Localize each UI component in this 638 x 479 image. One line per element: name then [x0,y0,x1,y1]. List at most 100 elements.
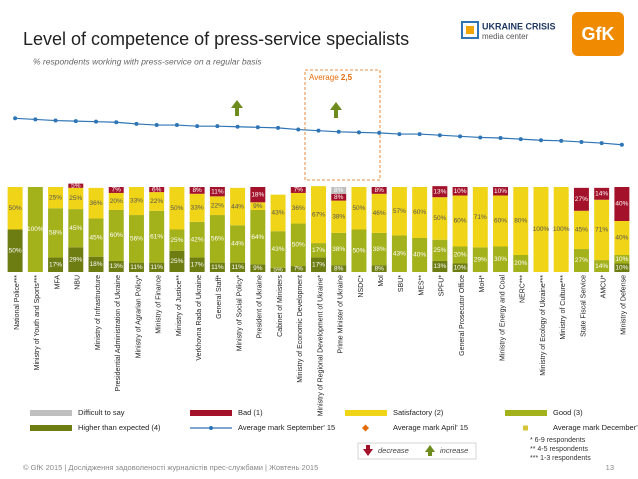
bar-segment [209,262,225,272]
x-tick-label: Ministry of Ecology of Ukraine*** [540,275,547,376]
bar-segment [270,194,286,232]
value-label: 60% [494,218,507,225]
value-label: 7% [294,266,304,273]
value-label: 17% [191,261,204,268]
value-label: 10% [454,188,467,195]
bar-segment [371,265,387,272]
value-label: 8% [334,194,344,201]
legend-swatch [345,410,387,416]
average-box [304,69,381,181]
value-label: 5% [273,267,283,274]
average-point [458,134,463,139]
x-tick-label: Prime Minister of Ukraine [338,275,345,354]
x-tick-label: Ministry of Social Policy* [236,275,243,352]
value-label: 10% [615,256,628,263]
average-point [316,128,321,133]
bar-segment [108,260,124,272]
bar-segment [270,231,286,268]
bar-segment [614,255,630,264]
increase-arrow [231,100,243,116]
bar-segment [250,264,266,272]
value-label: 50% [352,247,365,254]
value-label: 11% [150,264,163,271]
bar-segment [594,199,610,261]
value-label: 17% [312,261,325,268]
value-label: 45% [90,234,103,241]
legend-swatch [523,425,528,431]
value-label: 45% [69,225,82,232]
x-tick-label: President of Ukraine [257,275,264,339]
average-point [114,120,119,125]
bar-segment [149,262,165,272]
value-label: 14% [595,263,608,270]
bar-segment [371,193,387,233]
legend-swatch [190,410,232,416]
bar-segment [452,263,468,272]
footer: © GfK 2015 | Дослідження задоволеності ж… [23,463,318,472]
value-label: 100% [533,226,550,233]
value-label: 40% [615,235,628,242]
x-tick-label: MES** [418,275,425,296]
bar-segment [493,246,509,272]
logo: UKRAINE CRISIS media center GfK [461,12,624,56]
x-tick-label: Ministry of Economic Development [297,275,304,383]
value-label: 50% [9,205,22,212]
value-label: 20% [110,198,123,205]
average-point [296,127,301,132]
value-label: 30% [494,256,507,263]
bar-segment [331,200,347,233]
average-point [215,124,220,129]
bar-segment [573,210,589,250]
value-label: 25% [170,237,183,244]
value-label: 11% [211,264,224,271]
bar-segment [149,192,165,211]
value-label: 11% [231,264,244,271]
legend-label: Good (3) [553,408,583,417]
value-label: 27% [575,196,588,203]
value-label: 38% [373,246,386,253]
x-tick-label: MoH* [479,275,486,293]
value-label: 50% [352,205,365,212]
value-label: 11% [211,188,224,195]
bar-segment [88,256,104,272]
value-label: 50% [170,205,183,212]
bar-segment [432,260,448,272]
legend-label: Difficult to say [78,408,125,417]
bar-segment [513,187,529,255]
value-label: 33% [191,205,204,212]
bar-segment [68,183,84,188]
bar-segment [128,187,144,216]
bar-segment [614,221,630,255]
value-label: 18% [90,261,103,268]
value-label: 56% [211,236,224,243]
bar-segment [169,187,185,230]
value-label: 10% [615,264,628,271]
value-label: 8% [374,187,384,194]
value-label: 40% [413,252,426,259]
x-tick-label: General Staff* [216,275,223,319]
bar-segment [311,186,326,244]
x-tick-label: General Prosecutor Office [459,275,466,356]
average-point [437,133,442,138]
average-point [174,123,179,128]
x-tick-label: MFA [54,275,61,290]
bar-segment [331,265,347,272]
bar-segment [68,247,84,272]
key-text: decrease [378,446,409,455]
legend-swatch [361,424,370,432]
legend-swatch [30,425,72,431]
bar-segment [209,196,225,216]
bar-segment [230,187,246,226]
bar-segment [594,187,610,200]
value-label: 13% [433,263,446,270]
value-label: 50% [433,215,446,222]
logo-icon [461,21,479,39]
average-point [579,139,584,144]
bar-segment [493,195,509,247]
value-label: 25% [49,194,62,201]
x-tick-label: SPFU* [439,275,446,297]
average-point [94,119,99,124]
legend-swatch [505,410,547,416]
x-tick-label: Cabinet of Ministers [277,275,284,337]
